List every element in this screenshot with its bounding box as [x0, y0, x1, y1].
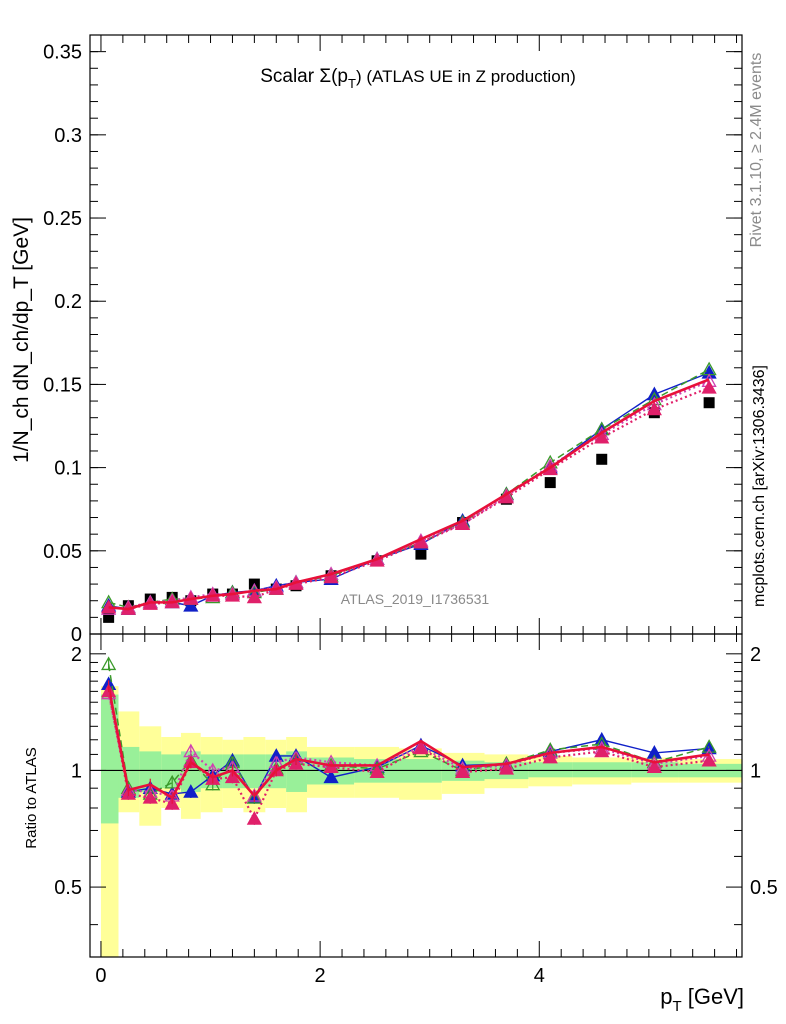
band-green-bin	[161, 754, 181, 789]
series-marker-3	[498, 760, 515, 775]
rivet-version-label: Rivet 3.1.10, ≥ 2.4M events	[748, 53, 765, 248]
series-marker-0	[323, 769, 339, 784]
chart-title: Scalar Σ(pT) (ATLAS UE in Z production)	[260, 66, 576, 91]
x-axis-label: pT [GeV]	[660, 984, 744, 1015]
y-tick-label: 0.05	[43, 541, 82, 563]
main-y-axis-label: 1/N_ch dN_ch/dp_T [GeV]	[10, 217, 33, 463]
y-tick-label: 0.25	[43, 208, 82, 230]
y-tick-label: 0	[71, 624, 82, 646]
y-tick-label: 0.15	[43, 374, 82, 396]
x-tick-label: 4	[534, 965, 545, 987]
ratio-uncertainty-bands	[100, 686, 742, 957]
series-marker-3	[413, 740, 429, 755]
series-marker-3	[701, 752, 717, 767]
x-axis-label-main: p	[660, 984, 672, 1009]
band-green-bin	[180, 751, 201, 792]
mcplots-label: mcplots.cern.ch [arXiv:1306.3436]	[751, 365, 768, 607]
band-green-bin	[100, 694, 119, 824]
data-point-atlas	[415, 548, 427, 560]
main-panel-series	[101, 361, 717, 623]
series-marker-1	[183, 597, 199, 612]
series-line-2	[108, 368, 710, 609]
data-point-atlas	[703, 397, 715, 409]
series-marker-4	[701, 379, 717, 394]
chart-labels: Scalar Σ(pT) (ATLAS UE in Z production) …	[10, 53, 768, 1015]
chart-title-sub: T	[348, 76, 356, 91]
series-marker-3	[646, 759, 662, 773]
series-marker-4	[323, 569, 339, 584]
band-green-bin	[243, 754, 266, 789]
y-tick-label-right: 0.5	[750, 877, 778, 899]
series-marker-4	[246, 589, 262, 604]
series-line-3	[108, 380, 710, 611]
series-marker-3	[369, 764, 385, 778]
y-tick-label: 0.35	[43, 42, 82, 64]
chart-title-rest: ) (ATLAS UE in Z production)	[356, 67, 576, 86]
y-tick-label: 0.2	[54, 291, 82, 313]
chart-title-main: Scalar Σ(p	[260, 66, 348, 87]
y-tick-label: 0.3	[54, 125, 82, 147]
series-marker-3	[454, 764, 471, 778]
series-marker-3	[542, 749, 558, 764]
y-tick-label: 0.1	[54, 458, 82, 480]
series-marker-4	[594, 429, 610, 444]
y-tick-label-right: 2	[750, 644, 761, 666]
ratio-panel-series	[101, 656, 717, 825]
series-line-5	[108, 378, 710, 611]
series-marker-3	[594, 743, 610, 758]
x-axis-label-sub: T	[672, 998, 681, 1015]
band-green-bin	[528, 762, 573, 778]
y-tick-label: 0.5	[54, 877, 82, 899]
data-point-atlas	[103, 611, 115, 623]
band-green-bin	[572, 762, 632, 778]
y-tick-label-right: 1	[750, 760, 761, 782]
series-line-1	[108, 372, 710, 610]
data-point-atlas	[544, 477, 556, 489]
y-tick-label: 1	[71, 760, 82, 782]
series-marker-1	[701, 739, 717, 753]
x-tick-label: 0	[95, 965, 106, 987]
series-marker-4	[646, 401, 662, 416]
band-green-bin	[139, 751, 162, 792]
ratio-panel-frame: 0.5 0.5 1 1 2 2 0 2 4	[54, 633, 778, 987]
panel-border	[89, 633, 743, 958]
ratio-y-axis-label: Ratio to ATLAS	[23, 747, 40, 848]
x-axis-label-rest: [GeV]	[682, 984, 744, 1009]
y-tick-label: 2	[71, 644, 82, 666]
analysis-label: ATLAS_2019_I1736531	[341, 591, 490, 607]
x-tick-label: 2	[315, 965, 326, 987]
data-point-atlas	[596, 453, 608, 465]
